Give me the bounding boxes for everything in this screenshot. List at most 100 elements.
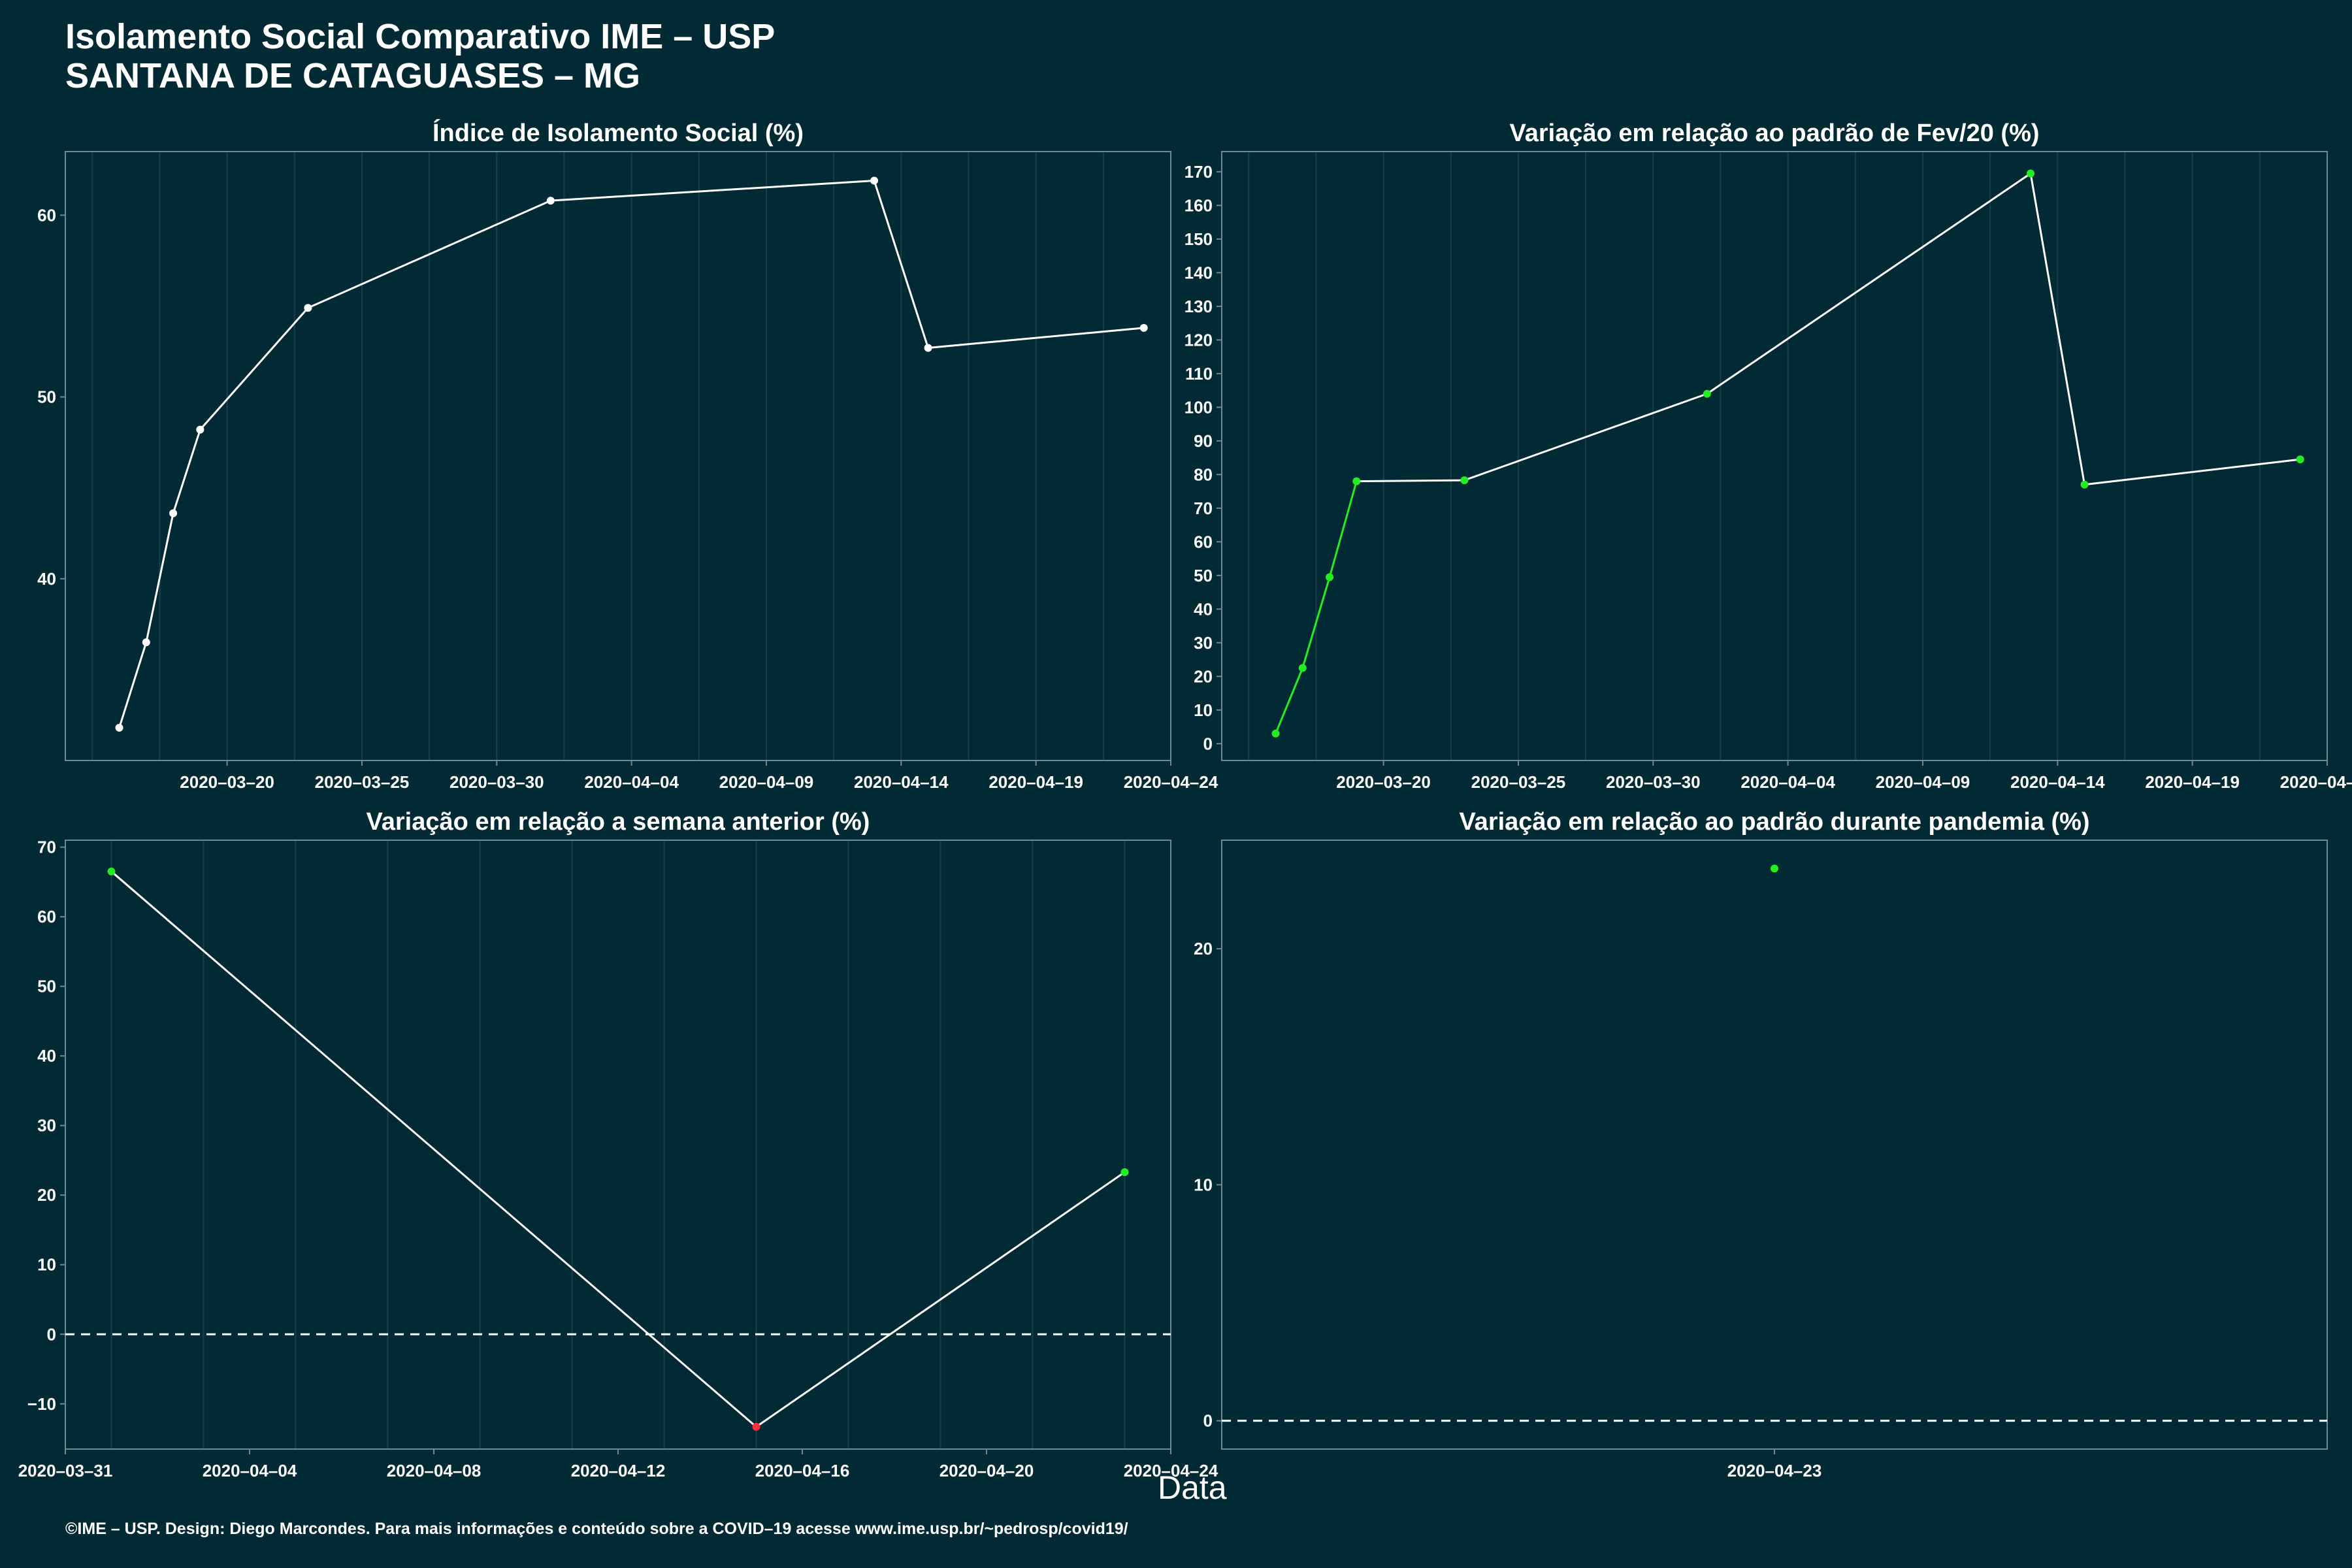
y-tick-label: 80 xyxy=(1194,465,1213,484)
x-tick-label: 2020–04–04 xyxy=(1740,772,1835,792)
panel-title: Variação em relação ao padrão de Fev/20 … xyxy=(1509,120,2039,147)
series-line-segment xyxy=(307,199,551,309)
data-point xyxy=(2080,480,2089,489)
data-point xyxy=(1120,1168,1129,1177)
y-tick-label: 90 xyxy=(1194,431,1213,451)
y-tick-label: 30 xyxy=(37,1116,56,1135)
y-tick-label: 150 xyxy=(1184,229,1213,249)
panel-border xyxy=(1221,840,2328,1450)
y-tick-label: 10 xyxy=(1194,700,1213,720)
data-point xyxy=(304,304,312,312)
y-tick-label: 40 xyxy=(37,569,56,589)
x-tick-label: 2020–04–09 xyxy=(1876,772,1970,792)
series-line-segment xyxy=(2029,173,2086,485)
y-tick-label: 60 xyxy=(37,205,56,225)
x-tick-label: 2020–03–25 xyxy=(1471,772,1566,792)
x-tick-label: 2020–04–24 xyxy=(2280,772,2352,792)
x-tick-label: 2020–03–20 xyxy=(1336,772,1431,792)
y-tick-label: 140 xyxy=(1184,263,1213,282)
y-tick-label: 20 xyxy=(1194,939,1213,958)
y-tick-label: 160 xyxy=(1184,195,1213,215)
y-tick-label: 30 xyxy=(1194,633,1213,653)
data-point xyxy=(1352,477,1361,485)
series-line-segment xyxy=(755,1171,1126,1428)
panel-title: Variação em relação ao padrão durante pa… xyxy=(1459,808,2089,836)
y-tick-label: 0 xyxy=(1203,1411,1213,1431)
main-title: Isolamento Social Comparativo IME – USP … xyxy=(65,17,775,95)
x-tick-label: 2020–04–04 xyxy=(584,772,679,792)
x-tick-label: 2020–03–20 xyxy=(180,772,274,792)
y-tick-label: 50 xyxy=(37,387,56,407)
series-line-segment xyxy=(199,307,309,431)
data-point xyxy=(142,638,150,647)
chart-panel-3: Variação em relação a semana anterior (%… xyxy=(18,808,1218,1480)
y-tick-label: 20 xyxy=(37,1185,56,1205)
x-tick-label: 2020–03–30 xyxy=(449,772,544,792)
shared-x-axis-title: Data xyxy=(1158,1469,1227,1506)
chart-panel-1: Índice de Isolamento Social (%)405060202… xyxy=(37,118,1218,792)
y-tick-label: 40 xyxy=(37,1046,56,1066)
data-point xyxy=(1771,864,1778,873)
y-tick-label: 100 xyxy=(1184,397,1213,417)
x-tick-label: 2020–04–14 xyxy=(2010,772,2105,792)
series-line-segment xyxy=(1275,667,1304,734)
data-point xyxy=(1326,573,1334,581)
y-tick-label: 110 xyxy=(1185,364,1213,384)
y-tick-label: 170 xyxy=(1184,162,1213,182)
series-line-segment xyxy=(1301,576,1331,668)
y-tick-label: −10 xyxy=(27,1394,56,1414)
y-tick-label: 60 xyxy=(37,907,56,926)
x-tick-label: 2020–04–24 xyxy=(1124,1461,1218,1480)
data-point xyxy=(2296,455,2304,464)
panel-border xyxy=(1221,151,2328,761)
data-point xyxy=(196,425,204,434)
footer-caption: ©IME – USP. Design: Diego Marcondes. Par… xyxy=(65,1520,1128,1538)
x-tick-label: 2020–04–14 xyxy=(854,772,949,792)
x-tick-label: 2020–04–23 xyxy=(1727,1461,1822,1480)
chart-panel-2: Variação em relação ao padrão de Fev/20 … xyxy=(1184,120,2352,792)
x-tick-label: 2020–04–12 xyxy=(571,1461,666,1480)
y-tick-label: 60 xyxy=(1194,532,1213,551)
data-point xyxy=(169,509,178,517)
y-tick-label: 70 xyxy=(37,838,56,857)
series-line-segment xyxy=(1356,479,1465,483)
data-point xyxy=(107,867,116,875)
y-tick-label: 70 xyxy=(1194,498,1213,518)
series-line-segment xyxy=(873,180,930,348)
series-line-segment xyxy=(2084,458,2300,486)
data-point xyxy=(1271,729,1280,738)
panel-title: Variação em relação a semana anterior (%… xyxy=(367,808,870,836)
x-tick-label: 2020–04–09 xyxy=(719,772,814,792)
data-point xyxy=(2027,169,2035,178)
y-tick-label: 130 xyxy=(1184,297,1213,316)
series-line-segment xyxy=(1463,393,1708,482)
x-tick-label: 2020–03–25 xyxy=(315,772,410,792)
series-line-segment xyxy=(172,429,201,514)
x-tick-label: 2020–04–19 xyxy=(988,772,1083,792)
panel-border xyxy=(65,151,1171,761)
panel-border xyxy=(65,840,1171,1450)
y-tick-label: 10 xyxy=(1194,1175,1213,1194)
series-line-segment xyxy=(145,513,174,643)
x-tick-label: 2020–04–24 xyxy=(1124,772,1218,792)
series-line-segment xyxy=(1328,481,1358,578)
title-line-2: SANTANA DE CATAGUASES – MG xyxy=(65,56,641,95)
x-tick-label: 2020–04–20 xyxy=(939,1461,1034,1480)
title-line-1: Isolamento Social Comparativo IME – USP xyxy=(65,17,776,56)
data-point xyxy=(1298,664,1307,672)
x-tick-label: 2020–03–31 xyxy=(18,1461,113,1480)
data-point xyxy=(924,344,932,352)
data-point xyxy=(1460,476,1469,485)
x-tick-label: 2020–03–30 xyxy=(1606,772,1701,792)
data-point xyxy=(546,197,555,205)
data-point xyxy=(752,1422,760,1431)
series-line-segment xyxy=(550,180,875,202)
y-tick-label: 40 xyxy=(1194,599,1213,619)
y-tick-label: 0 xyxy=(1203,734,1213,753)
data-point xyxy=(870,176,879,185)
y-tick-label: 50 xyxy=(1194,566,1213,585)
data-point xyxy=(115,723,123,732)
series-line-segment xyxy=(110,870,757,1428)
y-tick-label: 50 xyxy=(37,977,56,996)
